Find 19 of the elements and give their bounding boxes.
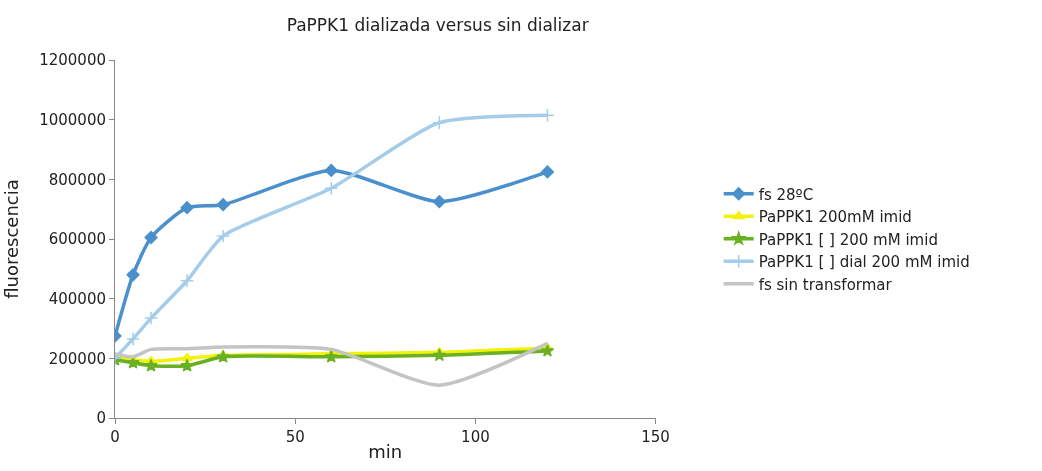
y-tick-label: 600000 [48,230,106,249]
y-tick-label: 400000 [48,289,106,308]
legend-label: fs 28ºC [758,185,814,204]
legend-label: PaPPK1 [ ] dial 200 mM imid [758,253,970,272]
chart-title: PaPPK1 dializada versus sin dializar [286,14,589,35]
y-axis-title: fluorescencia [1,179,23,299]
x-tick-label: 50 [285,428,305,446]
x-tick-label: 150 [641,428,670,446]
y-tick-label: 1000000 [39,110,106,129]
legend-label: fs sin transformar [758,275,893,294]
legend-label: PaPPK1 [ ] 200 mM imid [758,230,938,249]
y-tick-label: 0 [96,409,106,428]
y-tick-label: 1200000 [39,51,106,70]
x-tick-label: 100 [461,428,490,446]
legend-label: PaPPK1 200mM imid [758,208,912,227]
x-axis-title: min [368,441,403,463]
y-tick-label: 200000 [48,349,106,368]
y-tick-label: 800000 [48,170,106,189]
x-tick-label: 0 [110,428,120,446]
